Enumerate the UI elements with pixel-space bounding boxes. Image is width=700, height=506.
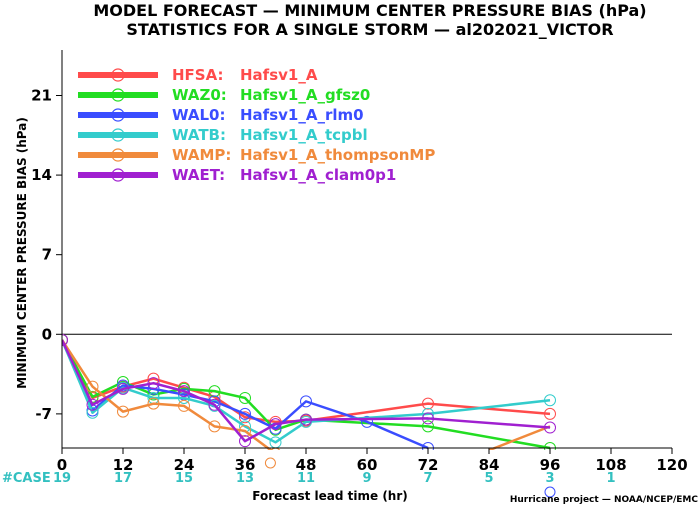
data-point-waet	[269, 418, 282, 431]
y-tick-label: 14	[31, 166, 52, 184]
data-point-wamp	[239, 424, 251, 437]
legend-model: Hafsv1_A_rlm0	[240, 106, 364, 124]
x-tick-label: 72	[418, 456, 439, 474]
case-count: 5	[484, 471, 493, 486]
data-point-waz0	[422, 420, 434, 433]
x-tick-label: 84	[479, 456, 500, 474]
data-point-waet	[62, 333, 68, 346]
data-point-wal0	[239, 407, 251, 420]
series-line-waet	[62, 339, 551, 443]
x-tick-label: 48	[296, 456, 317, 474]
case-count: 7	[423, 471, 432, 486]
data-point-watb	[86, 406, 99, 419]
data-point-wamp	[117, 405, 129, 418]
data-point-wamp	[147, 397, 160, 410]
credit-text: Hurricane project — NOAA/NCEP/EMC	[510, 495, 699, 505]
data-point-wamp	[86, 380, 99, 393]
x-tick-label: 24	[174, 456, 195, 474]
y-tick-label: 0	[42, 325, 52, 343]
legend-label: WAZ0:	[172, 86, 227, 104]
data-point-waet	[208, 398, 221, 411]
legend-marker	[111, 128, 125, 142]
legend-model: Hafsv1_A_gfsz0	[240, 86, 370, 104]
x-tick-label: 96	[540, 456, 561, 474]
legend-model: Hafsv1_A_clam0p1	[240, 166, 396, 184]
chart-subtitle: STATISTICS FOR A SINGLE STORM — al202021…	[126, 20, 613, 39]
data-point-wal0	[300, 395, 312, 408]
data-point-waz0	[208, 385, 221, 398]
chart-title: MODEL FORECAST — MINIMUM CENTER PRESSURE…	[93, 1, 646, 20]
legend-model: Hafsv1_A	[240, 66, 318, 84]
x-tick-label: 0	[57, 456, 67, 474]
case-label: #CASE	[2, 471, 51, 486]
case-count: 1	[606, 471, 615, 486]
legend-marker	[111, 168, 125, 182]
y-axis-label: MINIMUM CENTER PRESSURE BIAS (hPa)	[15, 117, 29, 389]
data-point-waet	[422, 412, 434, 425]
data-point-wal0-outlier	[544, 486, 556, 498]
data-point-wamp	[270, 447, 281, 450]
legend-model: Hafsv1_A_tcpbl	[240, 126, 368, 144]
data-point-waet	[147, 377, 160, 390]
legend-label: WATB:	[172, 126, 226, 144]
data-point-waet	[239, 435, 251, 448]
x-axis-label: Forecast lead time (hr)	[252, 489, 408, 503]
x-tick-label: 60	[357, 456, 378, 474]
data-point-waet	[300, 413, 312, 426]
legend-marker	[111, 88, 125, 102]
data-point-wamp	[208, 420, 221, 433]
case-count: 19	[53, 471, 71, 486]
x-tick-label: 108	[595, 456, 626, 474]
legend-label: HFSA:	[172, 66, 224, 84]
x-tick-label: 12	[113, 456, 134, 474]
case-count: 3	[545, 471, 554, 486]
data-point-waet	[86, 398, 99, 411]
data-point-wamp	[178, 399, 190, 412]
data-point-waet	[117, 382, 129, 395]
y-tick-label: 7	[42, 246, 52, 264]
data-point-waet	[544, 421, 556, 434]
legend-marker	[111, 68, 125, 82]
case-count: 13	[236, 471, 254, 486]
series-group	[62, 333, 556, 450]
legend-label: WAET:	[172, 166, 225, 184]
x-tick-label: 36	[235, 456, 256, 474]
data-point-waz0	[239, 391, 251, 404]
case-count: 9	[362, 471, 371, 486]
case-count: 17	[114, 471, 132, 486]
series-line-wamp-late	[488, 425, 551, 450]
legend-marker	[111, 148, 125, 162]
case-count: 11	[297, 471, 315, 486]
data-point-waet	[178, 385, 190, 398]
x-tick-label: 120	[656, 456, 687, 474]
legend-marker	[111, 108, 125, 122]
legend-label: WAL0:	[172, 106, 225, 124]
data-point-wamp-outlier	[264, 457, 276, 469]
y-tick-label: 21	[31, 86, 52, 104]
legend-model: Hafsv1_A_thompsonMP	[240, 146, 435, 164]
series-line-waz0	[62, 339, 551, 450]
data-point-wal0	[361, 415, 373, 428]
y-tick-label: -7	[35, 405, 52, 423]
case-count: 15	[175, 471, 193, 486]
legend-label: WAMP:	[172, 146, 231, 164]
data-point-hfsa	[422, 397, 434, 410]
data-point-hfsa	[544, 407, 556, 420]
data-point-watb	[544, 394, 556, 407]
